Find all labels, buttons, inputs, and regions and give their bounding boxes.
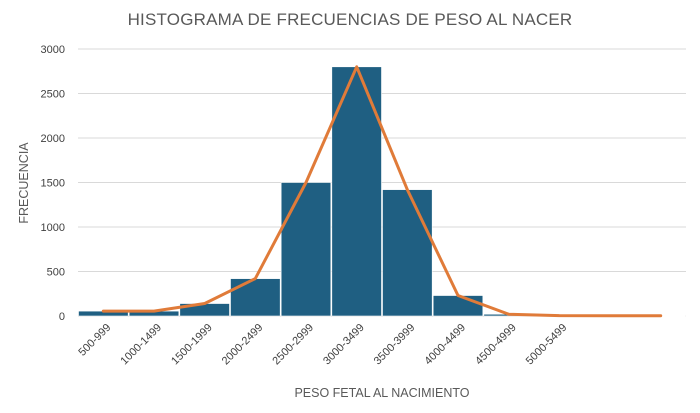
y-tick-label: 1000 [41,222,65,234]
x-tick-label: 2000-2499 [220,322,266,368]
histogram-bar [280,182,332,317]
histogram-bar [432,295,484,317]
x-tick-label: 3000-3499 [321,322,367,368]
chart-title: HISTOGRAMA DE FRECUENCIAS DE PESO AL NAC… [128,10,573,29]
y-tick-label: 2000 [41,133,65,145]
frequency-polygon-line [101,65,663,318]
x-tick-label: 1000-1499 [118,322,164,368]
bars-layer [78,66,686,317]
histogram-bar [230,278,281,317]
x-tick-label: 5000-5499 [524,322,570,368]
y-axis: 0 500 1000 1500 2000 2500 3000 [41,44,65,323]
histogram-bar [382,189,433,317]
grid-layer [78,48,686,317]
y-tick-label: 3000 [41,44,65,56]
y-tick-label: 1500 [41,178,65,190]
x-axis-title: PESO FETAL AL NACIMIENTO [294,386,469,400]
x-tick-label: 500-999 [76,322,113,359]
y-tick-label: 500 [47,267,65,279]
x-tick-label: 4000-4499 [422,322,468,368]
y-axis-title: FRECUENCIA [17,142,31,224]
x-tick-label: 2500-2999 [270,322,316,368]
x-tick-label: 3500-3999 [372,322,418,368]
x-axis: 500-999 1000-1499 1500-1999 2000-2499 2500-2… [76,322,569,368]
frequency-line-layer [101,65,663,318]
y-tick-label: 0 [59,311,65,323]
x-tick-label: 1500-1999 [169,322,215,368]
y-tick-label: 2500 [41,89,65,101]
x-tick-label: 4500-4999 [473,322,519,368]
